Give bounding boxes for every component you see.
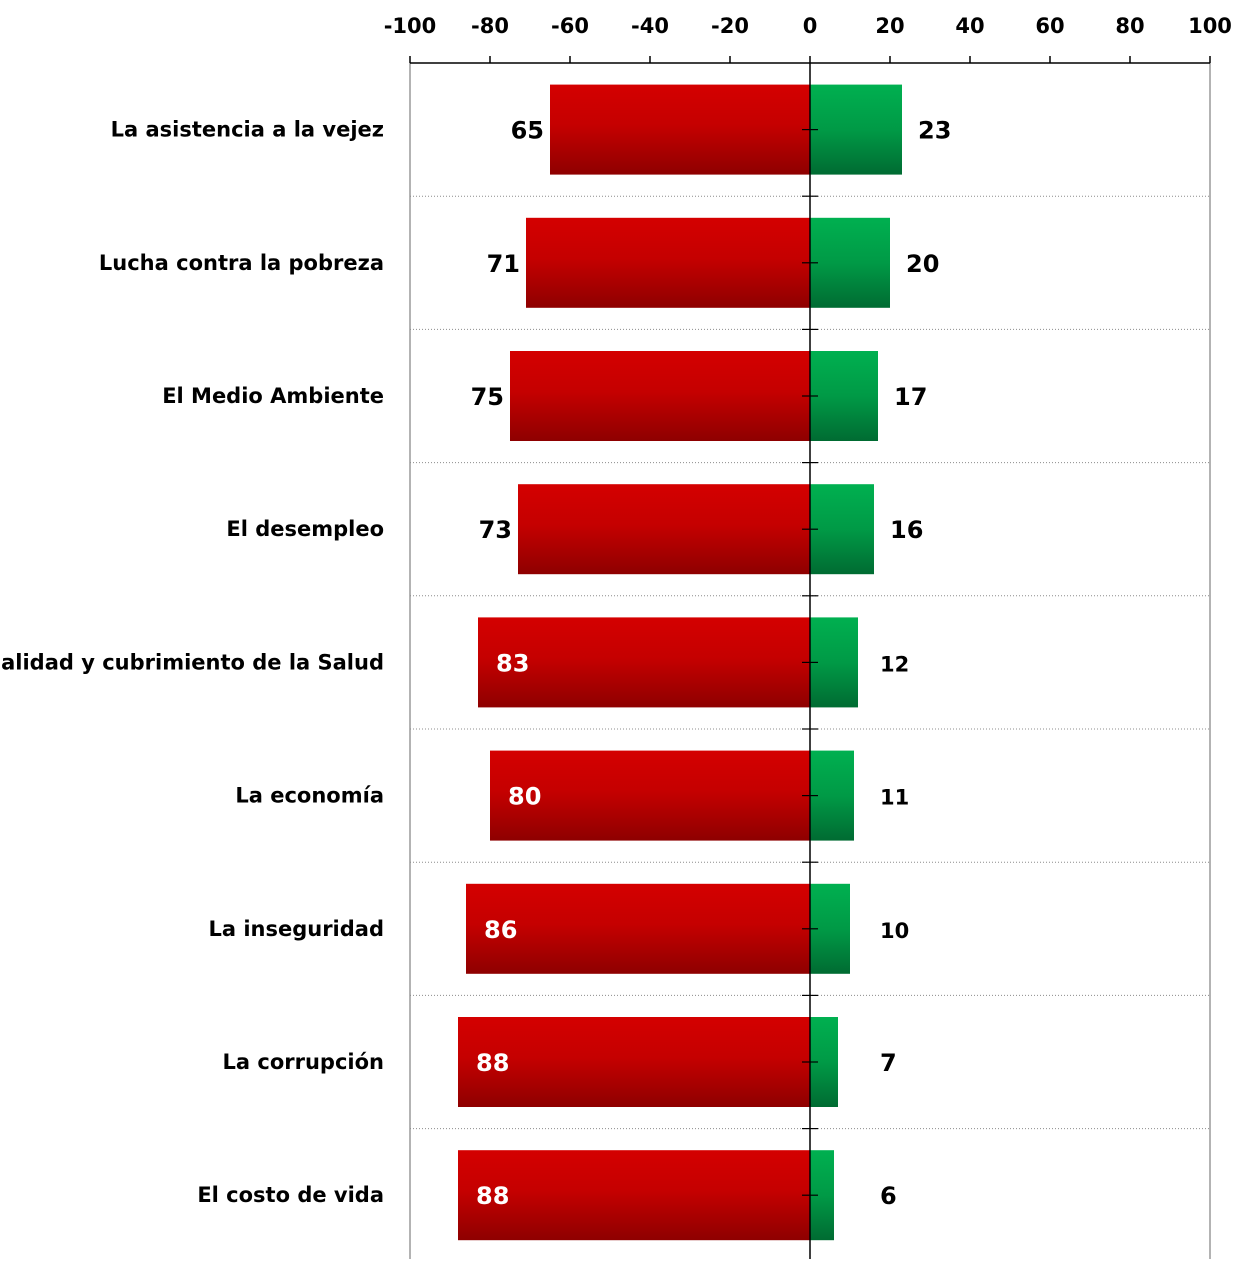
bar-negative [510, 351, 810, 441]
x-tick-label: -100 [384, 14, 437, 38]
x-tick-label: -40 [631, 14, 669, 38]
bar-positive [810, 351, 878, 441]
bar-negative [490, 750, 810, 841]
category-label: El desempleo [226, 517, 384, 541]
labels-layer: La asistencia a la vejez 65 23 Lucha contra… [0, 117, 951, 1211]
x-tick-label: 60 [1035, 14, 1064, 38]
bar-positive [810, 217, 890, 308]
x-tick-label: -80 [471, 14, 509, 38]
data-label-negative: 75 [471, 383, 504, 411]
data-label-positive: 7 [880, 1049, 897, 1077]
bar-negative [466, 883, 810, 974]
x-tick-label: 40 [955, 14, 984, 38]
data-label-positive: 12 [880, 652, 909, 676]
x-tick-label: 80 [1115, 14, 1144, 38]
data-label-negative: 88 [476, 1049, 509, 1077]
data-label-negative: 83 [496, 649, 529, 677]
x-tick-label: 0 [803, 14, 818, 38]
category-label: Lucha contra la pobreza [99, 251, 384, 275]
data-label-negative: 73 [479, 516, 512, 544]
data-label-positive: 17 [894, 383, 927, 411]
category-label: Calidad y cubrimiento de la Salud [0, 650, 384, 674]
category-label: El Medio Ambiente [162, 384, 384, 408]
axis-layer: -100 -80 -60 -40 -20 0 20 40 60 80 100 [384, 14, 1232, 1259]
bar-negative [478, 617, 810, 708]
bar-negative [518, 484, 810, 575]
category-label: El costo de vida [197, 1183, 384, 1207]
x-tick-label: 20 [875, 14, 904, 38]
data-label-positive: 16 [890, 516, 923, 544]
bar-negative [526, 217, 810, 308]
bars-layer [458, 84, 902, 1241]
data-label-positive: 6 [880, 1182, 897, 1210]
bar-negative [458, 1150, 810, 1241]
data-label-negative: 86 [484, 916, 517, 944]
bar-negative [550, 84, 810, 175]
bar-negative [458, 1017, 810, 1107]
data-label-negative: 65 [511, 117, 544, 145]
data-label-negative: 88 [476, 1182, 509, 1210]
x-tick-label: -60 [551, 14, 589, 38]
data-label-positive: 20 [906, 250, 939, 278]
category-label: La economía [235, 784, 384, 808]
data-label-negative: 80 [508, 783, 541, 811]
data-label-positive: 23 [918, 117, 951, 145]
category-label: La asistencia a la vejez [111, 118, 384, 142]
x-tick-label: 100 [1188, 14, 1232, 38]
data-label-positive: 10 [880, 919, 909, 943]
x-tick-label: -20 [711, 14, 749, 38]
data-label-positive: 11 [880, 786, 909, 810]
bar-positive [810, 84, 902, 175]
data-label-negative: 71 [487, 250, 520, 278]
category-label: La corrupción [223, 1050, 384, 1074]
category-label: La inseguridad [208, 917, 384, 941]
bar-positive [810, 484, 874, 575]
